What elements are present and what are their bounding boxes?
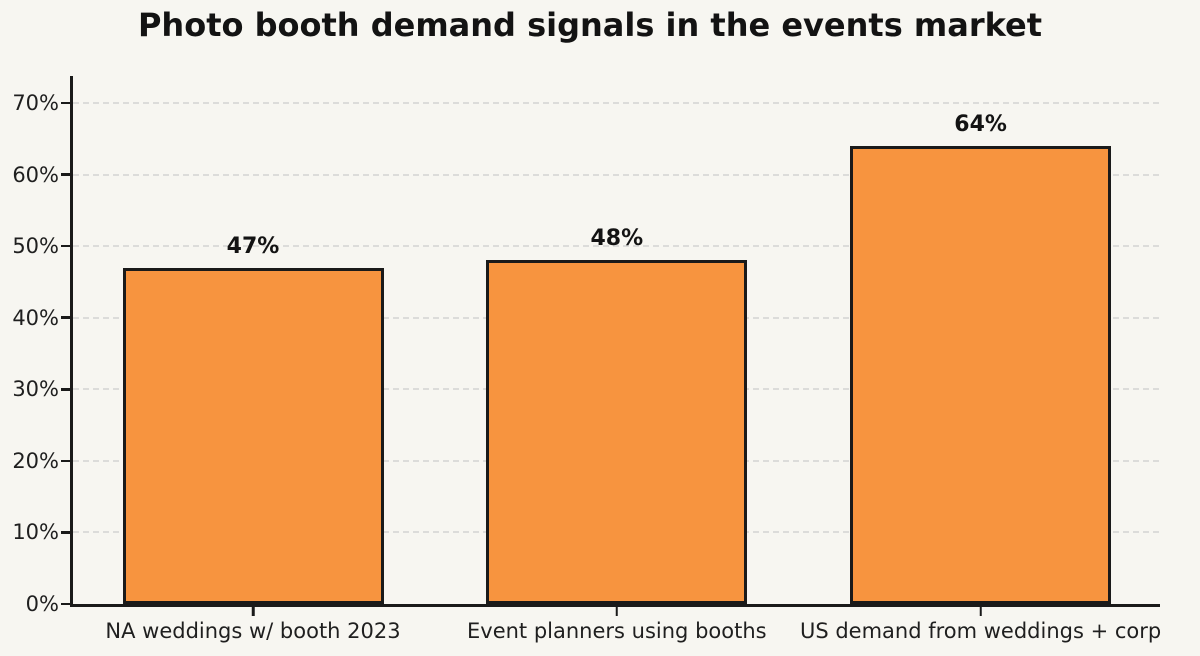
y-tick-label: 30% — [12, 377, 59, 402]
gridline — [73, 102, 1160, 104]
chart-title: Photo booth demand signals in the events… — [137, 6, 1043, 44]
gridline — [73, 245, 1160, 248]
x-tick — [979, 607, 982, 616]
y-tick-label: 20% — [12, 448, 59, 473]
bar — [486, 260, 748, 604]
y-tick — [61, 602, 70, 606]
y-tick-label: 10% — [12, 520, 59, 545]
bar — [850, 145, 1112, 604]
plot-area: 0% 10% 20% 30% 40% 50% 60% 70% NA weddings w/ b… — [12, 76, 1161, 643]
x-tick-label: Event planners using booths — [467, 619, 767, 643]
y-tick-label: 60% — [12, 162, 59, 187]
y-tick — [61, 101, 70, 105]
y-tick — [61, 173, 70, 176]
y-tick-label: 40% — [12, 305, 59, 330]
y-tick-label: 0% — [25, 592, 59, 616]
y-tick — [61, 316, 70, 319]
y-tick — [61, 388, 70, 391]
bar-value-label: 47% — [226, 233, 280, 259]
y-tick — [61, 244, 70, 248]
bar-value-label: 64% — [954, 111, 1007, 137]
y-tick-label: 50% — [12, 234, 59, 259]
y-tick — [61, 459, 70, 463]
gridline — [73, 173, 1160, 176]
x-tick-label: US demand from weddings + corp — [799, 619, 1162, 643]
x-tick — [615, 607, 619, 616]
bar-value-label: 48% — [590, 226, 644, 252]
x-tick — [251, 607, 255, 616]
y-tick — [61, 531, 70, 534]
x-tick-label: NA weddings w/ booth 2023 — [105, 619, 401, 643]
bar — [122, 267, 384, 604]
y-tick-label: 70% — [12, 91, 59, 115]
